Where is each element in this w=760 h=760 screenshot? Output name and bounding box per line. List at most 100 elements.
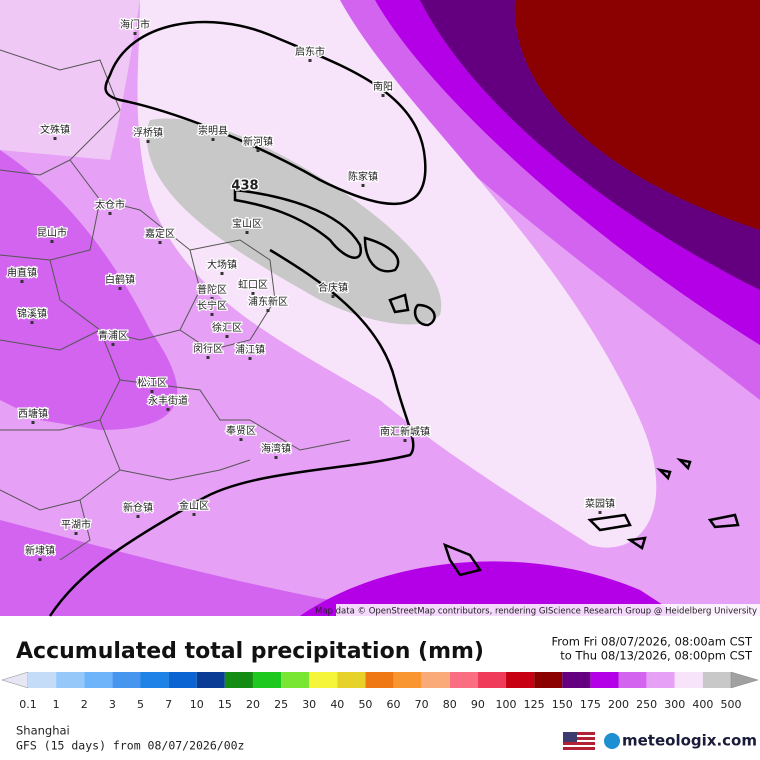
colorbar-tick-label: 10	[190, 698, 204, 711]
place-dot	[74, 532, 78, 535]
place-label: 启东市	[295, 45, 325, 58]
colorbar-tick-label: 70	[415, 698, 429, 711]
place-label: 徐汇区	[212, 321, 242, 334]
place-dot	[225, 335, 229, 338]
place-dot	[30, 321, 34, 324]
place-label: 崇明县	[198, 125, 228, 137]
place-dot	[248, 357, 252, 360]
place-dot	[192, 513, 196, 516]
place-label: 文殊镇	[40, 123, 70, 136]
place-dot	[166, 408, 170, 411]
place-label: 虹口区	[238, 279, 268, 291]
colorbar-box	[590, 672, 619, 688]
colorbar-box	[702, 672, 731, 688]
place-dot	[38, 558, 42, 561]
place-dot	[136, 515, 140, 518]
place-label: 浦江镇	[235, 343, 265, 356]
place-dot	[50, 240, 54, 243]
colorbar-tick-label: 125	[524, 698, 545, 711]
colorbar-tick-label: 150	[552, 698, 573, 711]
colorbar-box	[309, 672, 338, 688]
place-dot	[403, 439, 407, 442]
place-label: 宝山区	[232, 217, 262, 230]
coast-contour	[48, 20, 740, 617]
colorbar-box	[506, 672, 535, 688]
colorbar-tick-label: 20	[246, 698, 260, 711]
place-label: 菜园镇	[585, 497, 615, 510]
zone	[300, 561, 680, 616]
place-dot	[31, 421, 35, 424]
colorbar-box	[252, 672, 282, 688]
colorbar-tick-label: 60	[387, 698, 401, 711]
zone	[0, 520, 430, 616]
colorbar-arrow	[1, 671, 29, 689]
attribution: Map data © OpenStreetMap contributors, r…	[315, 607, 757, 617]
colorbar-box	[56, 672, 85, 688]
colorbar-box	[224, 672, 253, 688]
brand[interactable]: meteologix.com	[622, 732, 757, 750]
place-dot	[381, 94, 385, 97]
attribution-bg	[336, 604, 760, 616]
colorbar-tick-label: 2	[81, 698, 88, 711]
location: Shanghai	[16, 724, 70, 738]
zone	[146, 118, 442, 325]
colorbar-tick-label: 80	[443, 698, 457, 711]
colorbar-box	[562, 672, 591, 688]
colorbar-box	[196, 672, 225, 688]
place-label: 普陀区	[197, 283, 227, 296]
place-dot	[256, 149, 260, 152]
place-dot	[239, 438, 243, 441]
colorbar-box	[365, 672, 394, 688]
place-dot	[251, 292, 255, 295]
colorbar-tick-label: 40	[330, 698, 344, 711]
peak-label: 438	[231, 179, 258, 194]
place-dot	[20, 280, 24, 283]
colorbar-tick-label: 250	[636, 698, 657, 711]
place-label: 白鹤镇	[105, 273, 135, 286]
place-label: 南阳	[373, 80, 393, 93]
place-dot	[220, 272, 224, 275]
place-dot	[53, 137, 57, 140]
legend-title: Accumulated total precipitation (mm)	[16, 639, 484, 664]
place-label: 浮桥镇	[133, 126, 163, 139]
place-label: 闵行区	[193, 342, 223, 355]
place-label: 合庆镇	[318, 281, 348, 294]
flag	[563, 732, 595, 750]
place-dot	[150, 390, 154, 393]
colorbar-box	[646, 672, 675, 688]
colorbar-box	[281, 672, 310, 688]
zone	[0, 0, 140, 160]
place-dot	[206, 356, 210, 359]
colorbar-arrow	[730, 671, 759, 689]
place-label: 大场镇	[207, 258, 237, 271]
place-dot	[266, 309, 270, 312]
place-label: 海湾镇	[261, 442, 291, 455]
place-dot	[210, 313, 214, 316]
place-label: 西塘镇	[18, 407, 48, 420]
place-label: 新仓镇	[123, 501, 153, 514]
place-label: 松江区	[137, 376, 167, 389]
colorbar-box	[393, 672, 422, 688]
place-dot	[331, 295, 335, 298]
colorbar-box	[140, 672, 169, 688]
colorbar-tick-label: 300	[664, 698, 685, 711]
place-dot	[274, 456, 278, 459]
colorbar-tick-label: 15	[218, 698, 232, 711]
place-dot	[245, 231, 249, 234]
place-dot	[211, 138, 215, 141]
place-dot	[133, 32, 137, 35]
colorbar-tick-label: 400	[692, 698, 713, 711]
colorbar-box	[112, 672, 141, 688]
place-dot	[118, 287, 122, 290]
place-dot	[158, 241, 162, 244]
colorbar-box	[449, 672, 478, 688]
place-label: 甪直镇	[7, 266, 37, 279]
colorbar-box	[168, 672, 197, 688]
place-label: 奉贤区	[226, 424, 256, 437]
place-dot	[111, 343, 115, 346]
period-from: From Fri 08/07/2026, 08:00am CST	[552, 635, 753, 649]
place-label: 陈家镇	[348, 170, 378, 183]
